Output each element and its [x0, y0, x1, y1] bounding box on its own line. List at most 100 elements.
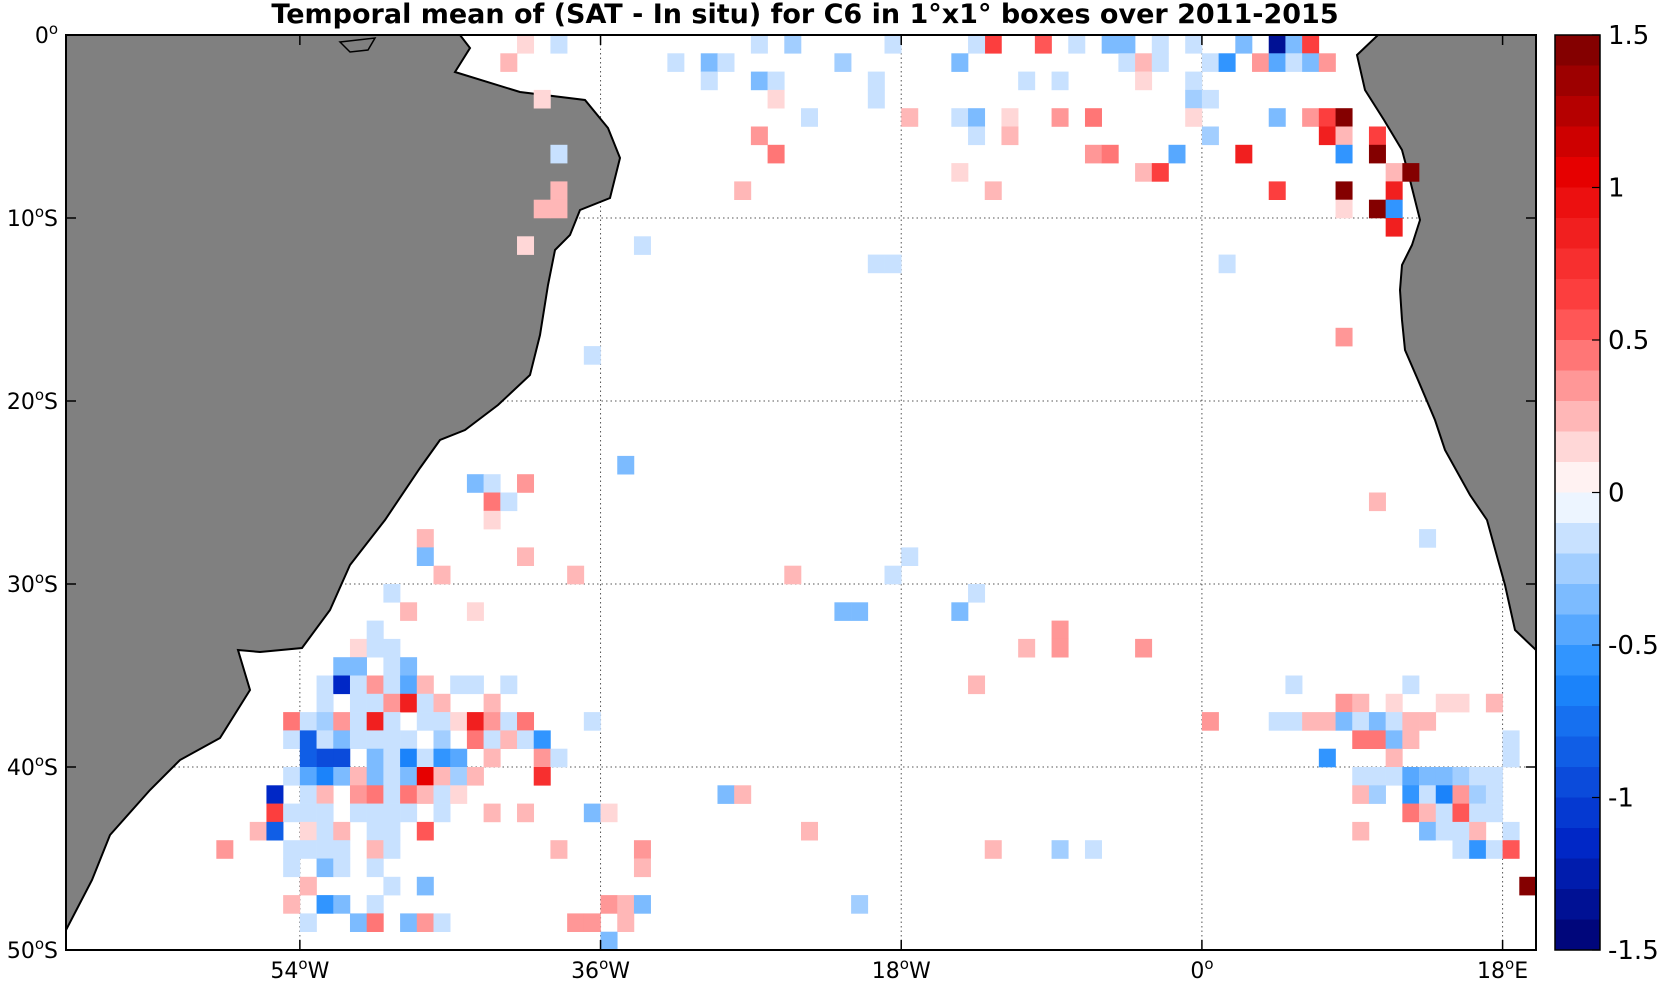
data-cell [1502, 748, 1520, 768]
latitude-ticks: 0o 10oS 20oS 30oS 40oS 50oS [7, 20, 1536, 964]
colorbar-tick-label: -1 [1608, 784, 1634, 814]
data-cell [450, 712, 468, 731]
lon-tick-label: 36oW [571, 955, 630, 982]
data-cell [600, 803, 618, 823]
data-cell [1368, 144, 1386, 164]
colorbar-swatch [1555, 553, 1600, 585]
data-cell [316, 767, 334, 786]
data-cell [617, 895, 635, 914]
data-cell [366, 840, 384, 859]
data-cell [1218, 53, 1236, 72]
data-cell [1285, 675, 1303, 695]
data-cell [483, 712, 501, 731]
data-cell [1051, 620, 1069, 640]
data-cell [1252, 53, 1270, 72]
data-cell [901, 547, 919, 566]
data-cell [1318, 712, 1336, 731]
data-cell [550, 181, 568, 200]
data-cell [1452, 803, 1470, 823]
data-cell [517, 35, 535, 54]
data-cell [1352, 785, 1370, 804]
data-cell [333, 858, 351, 878]
data-cell [1385, 163, 1403, 182]
data-cell [1302, 712, 1320, 731]
data-cell [383, 730, 401, 749]
data-cell [1435, 693, 1453, 713]
lat-tick-label: 20oS [7, 386, 58, 415]
data-cell [366, 730, 384, 749]
colorbar-swatch [1555, 492, 1600, 524]
data-cell [1368, 730, 1386, 749]
colorbar-swatch [1555, 797, 1600, 829]
lat-tick-label: 0o [35, 20, 58, 49]
data-cell [1335, 712, 1353, 731]
data-cell [299, 913, 317, 932]
colorbar-tick-label: 1 [1608, 174, 1625, 204]
data-cell [517, 803, 535, 823]
data-cell [383, 767, 401, 786]
data-cell [366, 767, 384, 786]
data-cell [299, 785, 317, 804]
longitude-ticks: 54oW 36oW 18oW 0o 18oE [270, 35, 1528, 982]
data-cell [1335, 199, 1353, 219]
data-cell [466, 602, 484, 621]
data-cell [1452, 785, 1470, 804]
colorbar-swatch [1555, 919, 1600, 951]
colorbar-swatch [1555, 706, 1600, 737]
data-cell [366, 712, 384, 731]
data-cell [1268, 35, 1286, 54]
data-cell [333, 840, 351, 859]
data-cell [1385, 218, 1403, 237]
data-cell [1419, 767, 1437, 786]
data-cell [968, 108, 986, 127]
data-cell [1034, 35, 1052, 54]
north-coast-island [338, 37, 377, 53]
data-cell [1151, 163, 1169, 182]
data-cell [433, 913, 451, 932]
colorbar-swatch [1555, 523, 1600, 554]
data-cell [483, 510, 501, 530]
data-cell [349, 638, 367, 658]
data-cell [249, 821, 267, 841]
data-cell [349, 675, 367, 695]
data-cell [316, 785, 334, 804]
data-cell [1368, 492, 1386, 512]
colorbar-tick-label: -0.5 [1608, 631, 1659, 661]
colorbar-swatch [1555, 675, 1600, 707]
data-cell [366, 748, 384, 768]
data-cell [1385, 181, 1403, 200]
data-cell [299, 840, 317, 859]
data-cell [968, 126, 986, 146]
data-cell [1135, 163, 1153, 182]
colorbar-swatch [1555, 309, 1600, 341]
data-cell [366, 620, 384, 640]
data-cell [450, 748, 468, 768]
data-cell [1435, 821, 1453, 841]
data-cell [299, 730, 317, 749]
data-cell [333, 821, 351, 841]
data-cell [750, 126, 768, 146]
data-cell [951, 163, 969, 182]
data-cell [316, 803, 334, 823]
data-cell [1419, 821, 1437, 841]
data-cell [1335, 108, 1353, 127]
data-cell [450, 785, 468, 804]
data-cell [1368, 785, 1386, 804]
data-cell [1452, 693, 1470, 713]
data-cell [366, 693, 384, 713]
data-cell [1268, 712, 1286, 731]
data-cell [533, 730, 551, 749]
data-cell [466, 712, 484, 731]
colorbar-swatch [1555, 645, 1600, 676]
data-cell [400, 657, 418, 676]
data-cell [1402, 767, 1420, 786]
data-cell [583, 913, 601, 932]
data-cell [383, 693, 401, 713]
data-cell [1185, 89, 1203, 109]
data-cell [483, 730, 501, 749]
data-cell [500, 712, 518, 731]
data-cell [533, 199, 551, 219]
colorbar-swatch [1555, 340, 1600, 371]
data-cell [366, 821, 384, 841]
data-cell [1101, 144, 1119, 164]
